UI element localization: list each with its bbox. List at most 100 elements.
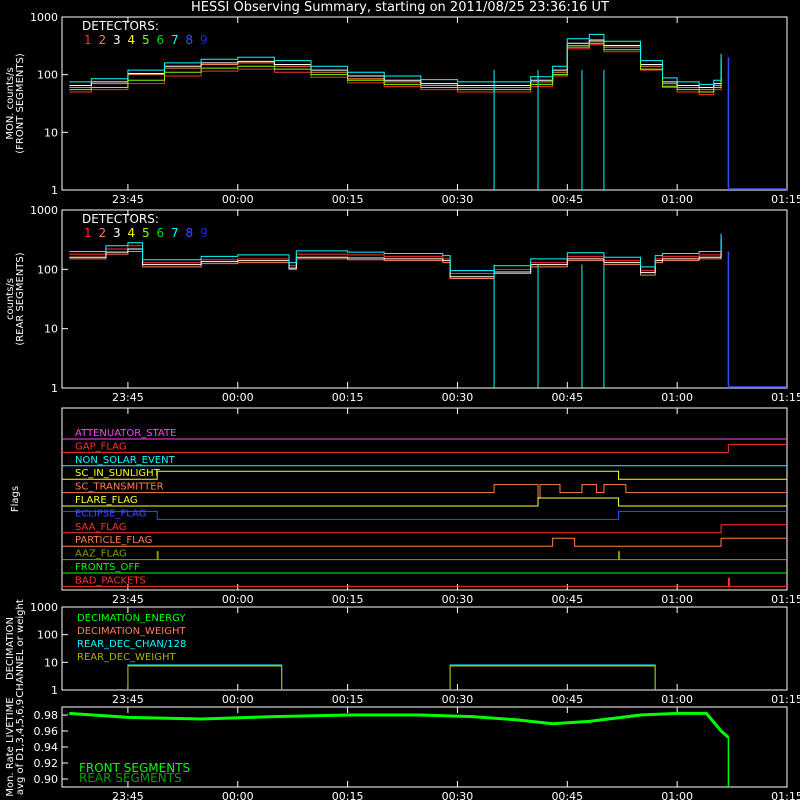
decimation-step bbox=[449, 664, 656, 690]
decimation-legend-entry: REAR_DEC_WEIGHT bbox=[77, 652, 176, 663]
y-tick-label: 1 bbox=[51, 184, 58, 197]
decimation-legend-entry: REAR_DEC_CHAN/128 bbox=[77, 639, 186, 650]
decimation-step bbox=[127, 665, 283, 690]
x-tick-label: 00:45 bbox=[551, 193, 583, 206]
legend-detector: 9 bbox=[200, 226, 208, 240]
y-tick-label: 100 bbox=[37, 263, 58, 276]
plot-frame bbox=[61, 407, 788, 591]
legend-detector: 8 bbox=[186, 33, 194, 47]
y-tick-label: 0.90 bbox=[34, 773, 59, 786]
legend-detector: 7 bbox=[171, 33, 179, 47]
x-tick-label: 00:30 bbox=[442, 693, 474, 706]
flag-label: AAZ_FLAG bbox=[75, 549, 127, 560]
x-tick-label: 01:15 bbox=[771, 593, 800, 606]
x-tick-label: 23:45 bbox=[112, 391, 144, 404]
y-tick-label: 1000 bbox=[30, 204, 58, 217]
x-tick-label: 00:00 bbox=[222, 693, 254, 706]
livetime-line bbox=[69, 711, 730, 739]
rate-series-line bbox=[69, 42, 722, 93]
rate-series-line bbox=[69, 33, 722, 85]
y-axis-label: (REAR SEGMENTS) bbox=[15, 252, 26, 345]
y-tick-label: 0.94 bbox=[34, 741, 59, 754]
flag-line bbox=[62, 510, 787, 520]
legend-detector: 3 bbox=[113, 226, 121, 240]
y-tick-label: 0.96 bbox=[34, 725, 59, 738]
x-tick-label: 01:00 bbox=[661, 593, 693, 606]
x-tick-label: 00:00 bbox=[222, 790, 254, 800]
x-tick-label: 00:15 bbox=[332, 593, 364, 606]
x-tick-label: 00:00 bbox=[222, 593, 254, 606]
flag-line bbox=[62, 484, 787, 499]
x-tick-label: 23:45 bbox=[112, 593, 144, 606]
legend-detector: 6 bbox=[157, 33, 165, 47]
flag-label: GAP_FLAG bbox=[75, 441, 127, 452]
y-tick-label: 0.98 bbox=[34, 709, 59, 722]
y-tick-label: 1000 bbox=[30, 601, 58, 614]
x-tick-label: 23:45 bbox=[112, 693, 144, 706]
flag-label: ECLIPSE_FLAG bbox=[75, 508, 146, 519]
flag-line bbox=[62, 577, 787, 587]
plot-frame bbox=[61, 209, 788, 389]
y-axis-label: avg of D1,3,4,5,6,9 bbox=[15, 699, 26, 795]
x-tick-label: 01:15 bbox=[771, 693, 800, 706]
legend-title: DETECTORS: bbox=[82, 212, 159, 226]
x-tick-label: 00:00 bbox=[222, 193, 254, 206]
rate-series-line bbox=[69, 44, 722, 96]
x-tick-label: 00:30 bbox=[442, 593, 474, 606]
x-tick-label: 00:30 bbox=[442, 391, 474, 404]
x-tick-label: 00:30 bbox=[442, 790, 474, 800]
flag-label: PARTICLE_FLAG bbox=[75, 535, 152, 546]
x-tick-label: 01:15 bbox=[771, 391, 800, 404]
flag-line bbox=[62, 470, 787, 480]
y-axis-label: counts/s bbox=[5, 278, 16, 320]
legend-detector: 5 bbox=[142, 33, 150, 47]
x-tick-label: 01:00 bbox=[661, 790, 693, 800]
y-tick-label: 1000 bbox=[30, 11, 58, 24]
y-tick-label: 0.92 bbox=[34, 757, 59, 770]
rate-series-line bbox=[69, 237, 722, 275]
y-tick-label: 100 bbox=[37, 629, 58, 642]
y-axis-label: DECIMATION bbox=[5, 617, 16, 680]
y-axis-label: MON. counts/s bbox=[5, 67, 16, 139]
flag-label: SC_IN_SUNLIGHT bbox=[75, 468, 161, 479]
decimation-step bbox=[127, 664, 283, 690]
flag-line bbox=[62, 537, 787, 547]
flag-label: FRONTS_OFF bbox=[75, 562, 140, 573]
flag-label: NON_SOLAR_EVENT bbox=[75, 455, 176, 466]
x-tick-label: 00:45 bbox=[551, 790, 583, 800]
legend-detector: 4 bbox=[128, 33, 136, 47]
x-tick-label: 00:45 bbox=[551, 693, 583, 706]
y-axis-label: CHANNEL or weight bbox=[15, 599, 26, 698]
legend-detector: 2 bbox=[99, 226, 107, 240]
decimation-legend-entry: DECIMATION_ENERGY bbox=[77, 613, 186, 624]
rate-series-line bbox=[69, 233, 722, 272]
legend-detector: 6 bbox=[157, 226, 165, 240]
legend-detector: 3 bbox=[113, 33, 121, 47]
x-tick-label: 01:15 bbox=[771, 790, 800, 800]
legend-detector: 2 bbox=[99, 33, 107, 47]
x-tick-label: 23:45 bbox=[112, 790, 144, 800]
legend-detector: 9 bbox=[200, 33, 208, 47]
x-tick-label: 00:45 bbox=[551, 391, 583, 404]
legend-detector: 1 bbox=[84, 33, 92, 47]
flag-label: SAA_FLAG bbox=[75, 522, 126, 533]
rate-series-line bbox=[69, 39, 722, 88]
x-tick-label: 00:15 bbox=[332, 193, 364, 206]
legend-detector: 7 bbox=[171, 226, 179, 240]
legend-detector: 5 bbox=[142, 226, 150, 240]
y-tick-label: 10 bbox=[44, 656, 58, 669]
flag-line bbox=[62, 443, 787, 453]
y-axis-label: Mon. Rate LIVETIME bbox=[5, 697, 16, 796]
x-tick-label: 00:30 bbox=[442, 193, 474, 206]
chart-title: HESSI Observing Summary, starting on 201… bbox=[191, 0, 609, 15]
legend-detector: 4 bbox=[128, 226, 136, 240]
x-tick-label: 00:15 bbox=[332, 391, 364, 404]
x-tick-label: 01:00 bbox=[661, 693, 693, 706]
y-tick-label: 10 bbox=[44, 126, 58, 139]
flag-label: SC_TRANSMITTER bbox=[75, 482, 164, 493]
flag-line bbox=[62, 551, 787, 561]
x-tick-label: 00:00 bbox=[222, 391, 254, 404]
decimation-legend-entry: DECIMATION_WEIGHT bbox=[77, 626, 186, 637]
rate-series-line bbox=[69, 40, 722, 91]
